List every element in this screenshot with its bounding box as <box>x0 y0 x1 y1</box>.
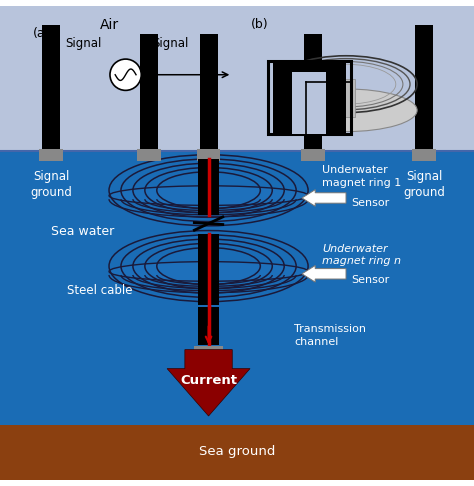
Ellipse shape <box>109 186 308 206</box>
Ellipse shape <box>275 89 417 132</box>
Bar <box>275 68 344 134</box>
Bar <box>273 61 346 72</box>
Bar <box>137 149 161 161</box>
Bar <box>415 25 433 153</box>
Text: Current: Current <box>180 374 237 387</box>
Bar <box>412 149 436 161</box>
Bar <box>268 61 351 134</box>
Bar <box>42 25 60 153</box>
Text: Transmission
channel: Transmission channel <box>294 324 366 347</box>
Text: C1: C1 <box>142 134 157 143</box>
FancyArrow shape <box>302 265 346 282</box>
Text: Signal
ground: Signal ground <box>403 170 445 198</box>
Text: Sea ground: Sea ground <box>199 445 275 458</box>
FancyArrow shape <box>302 190 346 206</box>
Bar <box>194 347 223 357</box>
Text: Sensor: Sensor <box>351 198 389 208</box>
Bar <box>198 233 219 305</box>
Text: (a): (a) <box>33 27 51 40</box>
Ellipse shape <box>109 261 308 281</box>
Bar <box>198 159 219 214</box>
Bar <box>337 80 355 118</box>
Text: Signal
ground: Signal ground <box>30 170 72 198</box>
Text: Underwater
magnet ring n: Underwater magnet ring n <box>322 243 401 266</box>
Bar <box>0 425 474 480</box>
Text: C2: C2 <box>305 134 320 143</box>
Bar <box>273 69 292 134</box>
Text: Steel cable: Steel cable <box>67 284 132 297</box>
Text: C: C <box>205 134 212 143</box>
Bar <box>197 149 220 161</box>
Bar <box>140 35 158 153</box>
Text: Signal: Signal <box>153 37 189 50</box>
Bar <box>301 149 325 161</box>
Bar <box>198 307 219 345</box>
Bar <box>39 149 63 161</box>
Bar <box>0 6 474 151</box>
Bar <box>200 35 218 153</box>
Text: Sensor: Sensor <box>351 275 389 285</box>
Bar <box>0 151 474 425</box>
Bar <box>326 69 346 134</box>
Text: Air: Air <box>100 18 118 32</box>
Text: (b): (b) <box>251 18 269 31</box>
Text: Signal: Signal <box>65 37 101 50</box>
Circle shape <box>110 59 141 90</box>
Text: Underwater
magnet ring 1: Underwater magnet ring 1 <box>322 165 401 188</box>
Bar <box>304 35 322 153</box>
Text: Sea water: Sea water <box>51 225 115 238</box>
Polygon shape <box>167 349 250 416</box>
